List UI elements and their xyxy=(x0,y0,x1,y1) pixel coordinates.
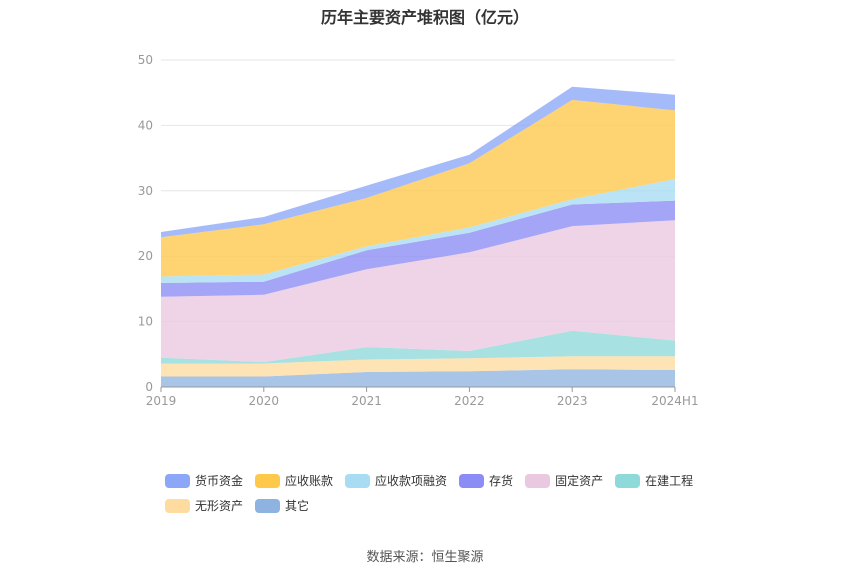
y-tick-label: 10 xyxy=(138,315,153,329)
legend-item[interactable]: 应收账款 xyxy=(255,472,333,489)
x-tick-label: 2023 xyxy=(557,394,588,408)
legend-swatch xyxy=(255,498,281,513)
y-tick-label: 40 xyxy=(138,118,153,132)
legend-swatch xyxy=(345,473,371,488)
y-tick-label: 30 xyxy=(138,184,153,198)
y-tick-label: 20 xyxy=(138,249,153,263)
x-tick-label: 2021 xyxy=(351,394,382,408)
legend-item[interactable]: 固定资产 xyxy=(525,472,603,489)
legend-item[interactable]: 应收款项融资 xyxy=(345,472,447,489)
legend-label: 其它 xyxy=(285,499,310,513)
legend-swatch xyxy=(525,473,551,488)
area-应收款项融资 xyxy=(161,179,675,283)
area-应收账款 xyxy=(161,99,675,277)
legend-label: 存货 xyxy=(489,474,514,488)
area-货币资金 xyxy=(161,86,675,238)
x-tick-label: 2022 xyxy=(454,394,485,408)
source-note: 数据来源：恒生聚源 xyxy=(366,550,484,565)
legend-swatch xyxy=(459,473,485,488)
area-series xyxy=(161,86,675,387)
x-tick-label: 2024H1 xyxy=(651,394,698,408)
legend-swatch xyxy=(165,473,190,488)
legend: 货币资金 应收账款 应收款项融资 存货 固定资产 在建工程无形资产 其它 xyxy=(165,472,705,514)
legend-item[interactable]: 其它 xyxy=(255,497,309,514)
legend-label: 应收款项融资 xyxy=(375,474,448,488)
legend-item[interactable]: 存货 xyxy=(459,472,513,489)
legend-label: 在建工程 xyxy=(645,474,694,488)
legend-item[interactable]: 货币资金 xyxy=(165,472,243,489)
y-tick-label: 50 xyxy=(138,53,153,67)
legend-swatch xyxy=(615,473,641,488)
legend-label: 无形资产 xyxy=(195,499,244,513)
area-在建工程 xyxy=(161,330,675,364)
legend-label: 应收账款 xyxy=(285,474,334,488)
chart-title: 历年主要资产堆积图（亿元） xyxy=(320,8,529,27)
x-tick-label: 2019 xyxy=(146,394,177,408)
area-无形资产 xyxy=(161,356,675,377)
legend-label: 货币资金 xyxy=(195,474,244,488)
legend-swatch xyxy=(165,498,190,513)
area-存货 xyxy=(161,200,675,297)
axes: 0 10 20 30 40 50 2019 2020 2021 2022 2023 2024H1 xyxy=(138,53,699,408)
legend-swatch xyxy=(255,473,281,488)
legend-item[interactable]: 在建工程 xyxy=(615,472,693,489)
area-其它 xyxy=(161,369,675,387)
legend-item[interactable]: 无形资产 xyxy=(165,497,243,514)
area-固定资产 xyxy=(161,220,675,363)
stacked-area-chart: 0 10 20 30 40 50 2019 2020 2021 2022 2023 2024H1 xyxy=(138,53,699,408)
legend-label: 固定资产 xyxy=(555,474,604,488)
y-tick-label: 0 xyxy=(145,380,153,394)
x-tick-label: 2020 xyxy=(249,394,280,408)
